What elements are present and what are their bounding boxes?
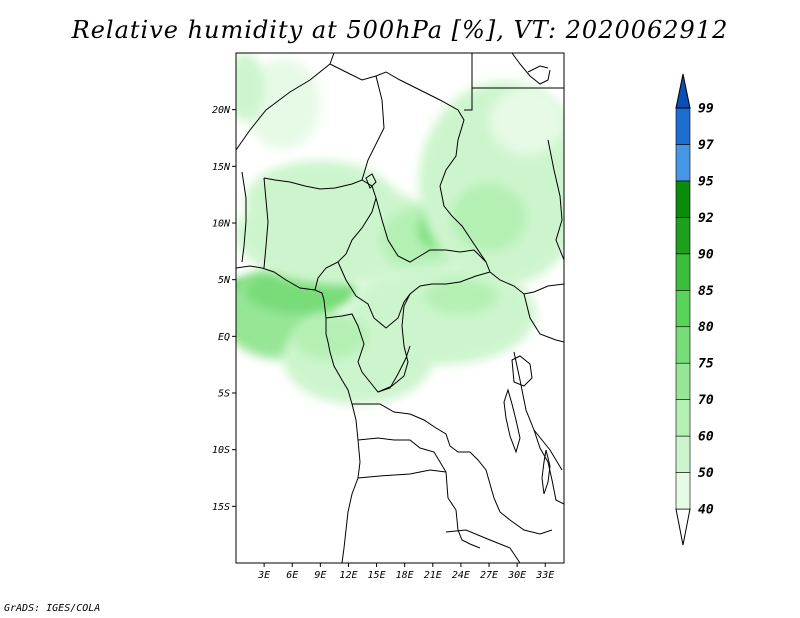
lat-tick-label: 20N [212, 105, 231, 116]
humidity-region-16 [236, 53, 265, 121]
colorbar-swatch [675, 362, 691, 400]
map-frame [235, 52, 565, 564]
colorbar-swatch [675, 107, 691, 145]
border-uganda-kenya [523, 293, 564, 343]
lon-tick-label: 9E [314, 570, 326, 581]
border-red-sea [511, 53, 551, 85]
colorbar-level-label: 50 [698, 466, 714, 481]
humidity-region-15 [245, 58, 321, 150]
border-nigeria [263, 177, 377, 291]
lon-tick-label: 18E [396, 570, 414, 581]
border-drc-south [352, 403, 495, 499]
lon-tick-label: 24E [452, 570, 470, 581]
border-ghana [241, 171, 247, 263]
colorbar-level-label: 92 [698, 211, 714, 226]
colorbar-swatch [675, 326, 691, 364]
lat-tick-label: 5N [218, 275, 231, 286]
coastline-west-africa [236, 265, 361, 563]
humidity-region-14 [292, 313, 368, 360]
lat-tick-label: 5S [218, 389, 230, 400]
border-benin-togo [263, 177, 269, 269]
colorbar-swatch [675, 289, 691, 328]
border-zambia-zim [493, 497, 553, 535]
lon-tick-label: 15E [368, 570, 386, 581]
border-chad [361, 71, 491, 273]
colorbar-upper-extension [675, 73, 691, 109]
colorbar-level-label: 90 [698, 247, 714, 262]
colorbar-level-label: 60 [698, 430, 714, 445]
colorbar-swatch [675, 399, 691, 437]
lake-victoria [511, 355, 533, 387]
humidity-region-12 [423, 279, 499, 314]
colorbar-level-label: 40 [698, 503, 714, 518]
border-botswana [445, 529, 521, 563]
colorbar-level-label: 99 [698, 102, 714, 117]
lat-tick-label: 10N [212, 219, 231, 230]
border-niger-mali [236, 63, 377, 151]
colorbar-swatch [675, 472, 691, 510]
colorbar-level-label: 70 [698, 393, 714, 408]
country-borders [236, 53, 564, 563]
colorbar-level-label: 95 [698, 174, 714, 189]
lat-tick-label: 15S [212, 502, 230, 513]
lat-tick-label: 10S [212, 445, 230, 456]
credit-label: GrADS: IGES/COLA [4, 603, 101, 614]
colorbar-level-label: 75 [698, 357, 714, 372]
border-gabon-congo [325, 313, 411, 393]
border-car [375, 197, 487, 263]
colorbar-lower-extension [675, 508, 691, 546]
map-title: Relative humidity at 500hPa [%], VT: 202… [71, 16, 729, 44]
border-libya-egypt [464, 53, 473, 111]
lake-tanganyika [503, 388, 521, 454]
lon-tick-label: 3E [257, 570, 270, 581]
colorbar-swatch [675, 253, 691, 291]
humidity-fill-layer [236, 53, 564, 405]
humidity-region-17 [489, 87, 564, 155]
humidity-region-10 [451, 183, 527, 252]
lat-tick-label: EQ [218, 332, 230, 343]
humidity-region-6 [245, 160, 396, 240]
colorbar-level-label: 97 [698, 138, 714, 153]
border-drc-east [377, 293, 411, 393]
colorbar-swatch [675, 180, 691, 218]
lon-tick-label: 6E [286, 570, 298, 581]
colorbar-level-label: 85 [698, 284, 714, 299]
lon-tick-label: 33E [535, 570, 554, 581]
colorbar-level-label: 80 [698, 320, 714, 335]
border-cameroon [337, 261, 491, 329]
coast-north [527, 65, 549, 73]
colorbar-swatch [675, 144, 691, 182]
colorbar-swatch [675, 217, 691, 255]
lon-tick-label: 12E [339, 570, 357, 581]
border-tanzania [513, 351, 563, 471]
lon-tick-label: 27E [480, 570, 498, 581]
border-ethiopia [547, 139, 564, 261]
border-algeria [329, 53, 335, 65]
lake-chad [365, 173, 377, 189]
border-namibia [357, 469, 447, 479]
lat-tick-label: 15N [212, 162, 231, 173]
lon-tick-label: 21E [424, 570, 442, 581]
lon-tick-label: 30E [507, 570, 526, 581]
longitude-axis: 3E 6E 9E 12E 15E 18E 21E 24E 27E 30E 33E [257, 563, 554, 581]
border-mozambique [533, 429, 564, 505]
latitude-axis: 20N 15N 10N 5N EQ 5S 10S 15S [212, 105, 236, 513]
lake-malawi [541, 449, 551, 495]
colorbar-swatch [675, 435, 691, 473]
